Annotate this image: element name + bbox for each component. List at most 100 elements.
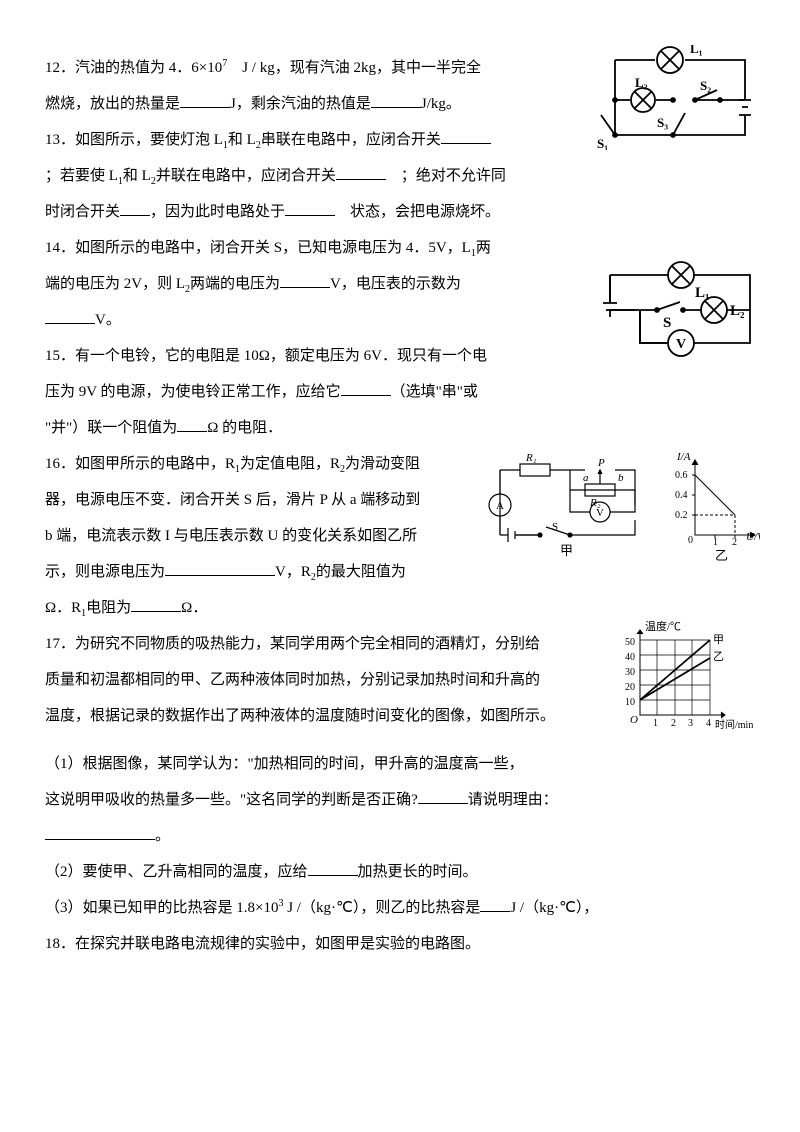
q17-line3: 温度，根据记录的数据作出了两种液体的温度随时间变化的图像，如图所示。 — [45, 698, 600, 734]
text: 质量和初温都相同的甲、乙两种液体同时加热，分别记录加热时间和升高的 — [45, 672, 540, 688]
figure-q17-graph: 温度/℃ 50 40 30 20 10 O 1 2 3 4 时间/min 甲 乙 — [615, 620, 760, 740]
svg-text:b: b — [618, 472, 624, 484]
blank — [120, 200, 150, 216]
text: Ω． — [181, 600, 207, 616]
text: 器，电源电压不变．闭合开关 S 后，滑片 P 从 a 端移动到 — [45, 492, 420, 508]
blank — [177, 416, 207, 432]
text: 状态，会把电源烧坏。 — [335, 204, 500, 220]
figure-q14-circuit: L₁ L₂ S V — [595, 255, 760, 360]
text: V，电压表的示数为 — [330, 276, 461, 292]
svg-text:S: S — [552, 521, 558, 533]
blank — [418, 788, 468, 804]
text: 两端的电压为 — [190, 276, 280, 292]
text: J/kg。 — [421, 96, 461, 112]
q14-line1: 14．如图所示的电路中，闭合开关 S，已知电源电压为 4．5V，L1两 — [45, 230, 585, 266]
svg-text:时间/min: 时间/min — [715, 718, 753, 731]
svg-text:V: V — [596, 507, 604, 519]
text: 17．为研究不同物质的吸热能力，某同学用两个完全相同的酒精灯，分别给 — [45, 636, 540, 652]
text: 串联在电路中，应闭合开关 — [261, 132, 441, 148]
q18-line1: 18．在探究并联电路电流规律的实验中，如图甲是实验的电路图。 — [45, 926, 755, 962]
svg-text:20: 20 — [625, 682, 635, 693]
text: ，因为此时电路处于 — [150, 204, 285, 220]
text: 两 — [476, 240, 491, 256]
q17-line1: 17．为研究不同物质的吸热能力，某同学用两个完全相同的酒精灯，分别给 — [45, 626, 600, 662]
text: 电阻为 — [86, 600, 131, 616]
svg-text:S₁: S₁ — [597, 136, 608, 150]
blank — [371, 92, 421, 108]
figure-q16-circuit-graph: R₁ R₂ a b P A V S 甲 I/A — [470, 450, 760, 565]
svg-text:0.2: 0.2 — [675, 510, 688, 521]
text: 请说明理由： — [468, 792, 558, 808]
svg-text:A: A — [496, 500, 504, 512]
blank — [336, 164, 386, 180]
text: 16．如图甲所示的电路中，R — [45, 456, 235, 472]
svg-text:0.4: 0.4 — [675, 490, 688, 501]
text: 和 L — [123, 168, 151, 184]
svg-text:a: a — [583, 472, 589, 484]
svg-text:2: 2 — [671, 718, 676, 729]
svg-text:温度/℃: 温度/℃ — [645, 620, 681, 633]
text: 加热更长的时间。 — [358, 864, 478, 880]
svg-text:30: 30 — [625, 667, 635, 678]
q12-line1: 12．汽油的热值为 4．6×107 J / kg，现有汽油 2kg，其中一半完全 — [45, 50, 585, 86]
svg-text:乙: 乙 — [713, 650, 724, 663]
text: V，R — [275, 564, 311, 580]
text: 这说明甲吸收的热量多一些。"这名同学的判断是否正确? — [45, 792, 418, 808]
svg-text:2: 2 — [732, 537, 737, 548]
svg-text:1: 1 — [713, 537, 718, 548]
text: Ω 的电阻． — [207, 420, 282, 436]
text: （1）根据图像，某同学认为："加热相同的时间，甲升高的温度高一些， — [45, 756, 524, 772]
text: 为定值电阻，R — [240, 456, 340, 472]
text: J，剩余汽油的热值是 — [230, 96, 371, 112]
text: ；若要使 L — [45, 168, 118, 184]
blank — [308, 860, 358, 876]
text: 。 — [155, 828, 170, 844]
svg-text:10: 10 — [625, 697, 635, 708]
svg-text:U/V: U/V — [746, 531, 760, 543]
q17-line8: （3）如果已知甲的比热容是 1.8×103 J /（kg·℃），则乙的比热容是J… — [45, 890, 755, 926]
q17-line7: （2）要使甲、乙升高相同的温度，应给 加热更长的时间。 — [45, 854, 755, 890]
svg-text:乙: 乙 — [715, 548, 728, 563]
svg-text:L₁: L₁ — [695, 285, 710, 301]
svg-text:O: O — [630, 714, 638, 726]
text: 的最大阻值为 — [316, 564, 406, 580]
svg-text:R₁: R₁ — [525, 452, 537, 464]
text: 示，则电源电压为 — [45, 564, 165, 580]
text: 18．在探究并联电路电流规律的实验中，如图甲是实验的电路图。 — [45, 936, 480, 952]
q13-line1: 13．如图所示，要使灯泡 L1和 L2串联在电路中，应闭合开关 — [45, 122, 585, 158]
text: 温度，根据记录的数据作出了两种液体的温度随时间变化的图像，如图所示。 — [45, 708, 555, 724]
text: 15．有一个电铃，它的电阻是 10Ω，额定电压为 6V．现只有一个电 — [45, 348, 487, 364]
text: （2）要使甲、乙升高相同的温度，应给 — [45, 864, 308, 880]
text: J / kg，现有汽油 2kg，其中一半完全 — [227, 60, 481, 76]
q14-line2: 端的电压为 2V，则 L2两端的电压为V，电压表的示数为 — [45, 266, 585, 302]
text: ；绝对不允许同 — [386, 168, 506, 184]
q14-line3: V。 — [45, 302, 585, 338]
svg-text:40: 40 — [625, 652, 635, 663]
page-content: L₁ L₂ S₁ S₂ S₃ — [45, 50, 760, 962]
q16-line2: 器，电源电压不变．闭合开关 S 后，滑片 P 从 a 端移动到 — [45, 482, 465, 518]
blank — [480, 896, 510, 912]
svg-text:甲: 甲 — [560, 543, 573, 558]
q17-line4: （1）根据图像，某同学认为："加热相同的时间，甲升高的温度高一些， — [45, 746, 600, 782]
text: Ω．R — [45, 600, 81, 616]
text: （选填"串"或 — [391, 384, 478, 400]
svg-text:L₂: L₂ — [730, 303, 745, 319]
text: "并"）联一个阻值为 — [45, 420, 177, 436]
q12-line2: 燃烧，放出的热量是J，剩余汽油的热值是J/kg。 — [45, 86, 585, 122]
text: V。 — [95, 312, 121, 328]
blank — [131, 596, 181, 612]
q16-line4: 示，则电源电压为V，R2的最大阻值为 — [45, 554, 465, 590]
svg-text:1: 1 — [653, 718, 658, 729]
svg-text:P: P — [597, 457, 605, 469]
text: J /（kg·℃）， — [510, 900, 598, 916]
text: 时闭合开关 — [45, 204, 120, 220]
text: 端的电压为 2V，则 L — [45, 276, 185, 292]
q15-line2: 压为 9V 的电源，为使电铃正常工作，应给它（选填"串"或 — [45, 374, 585, 410]
q17-line5: 这说明甲吸收的热量多一些。"这名同学的判断是否正确? 请说明理由： — [45, 782, 755, 818]
svg-text:L₁: L₁ — [690, 45, 703, 56]
q15-line1: 15．有一个电铃，它的电阻是 10Ω，额定电压为 6V．现只有一个电 — [45, 338, 585, 374]
text: 和 L — [228, 132, 256, 148]
svg-text:50: 50 — [625, 637, 635, 648]
svg-text:3: 3 — [688, 718, 693, 729]
text: 14．如图所示的电路中，闭合开关 S，已知电源电压为 4．5V，L — [45, 240, 471, 256]
